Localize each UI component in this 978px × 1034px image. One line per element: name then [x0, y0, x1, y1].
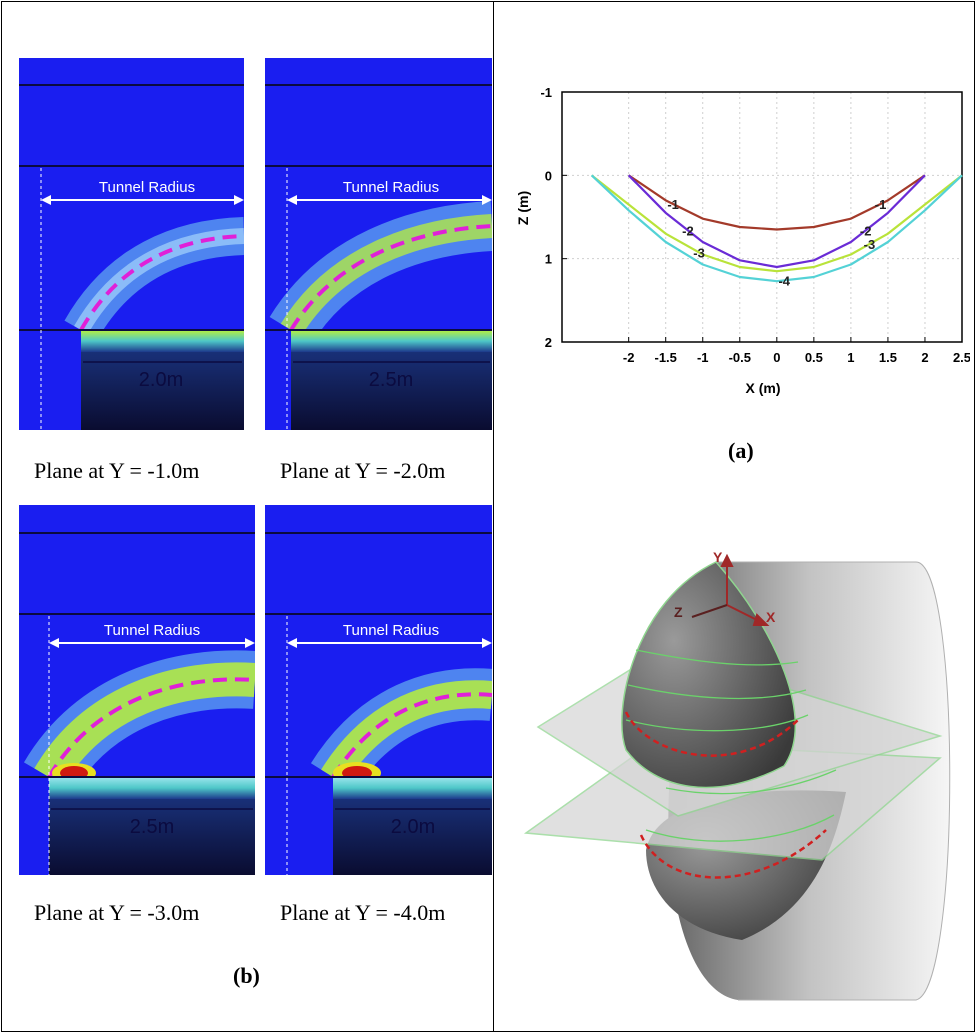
sim-panel-2: Tunnel Radius 2.5m [265, 58, 492, 430]
span-label-1: 2.0m [139, 369, 183, 391]
span-label-4: 2.0m [391, 816, 435, 838]
x-tick-label: 1 [847, 350, 854, 365]
chart-series [590, 174, 963, 283]
radius-label-4: Tunnel Radius [343, 622, 439, 639]
y-tick-label: 0 [545, 168, 552, 183]
sim-panel-3: Tunnel Radius 2.5m [19, 505, 255, 875]
series-line-4 [590, 174, 963, 283]
x-tick-label: -1 [697, 350, 709, 365]
x-tick-label: 1.5 [879, 350, 897, 365]
axis-triad [691, 553, 770, 626]
x-tick-label: 0 [773, 350, 780, 365]
y-tick-label: 1 [545, 252, 552, 267]
caption-plane-1: Plane at Y = -1.0m [34, 458, 200, 483]
column-divider [493, 1, 494, 1032]
radius-label-2: Tunnel Radius [343, 179, 439, 196]
chart-annotations: -1 -1-2 -2-3-3-4 [667, 197, 886, 288]
contour-lines [625, 649, 837, 842]
span-label-3: 2.5m [130, 816, 174, 838]
x-axis-label: X (m) [746, 380, 781, 396]
series-line-2 [627, 174, 926, 269]
dashed-boundary-lower [639, 829, 827, 879]
sim-panel-4-graphic: Tunnel Radius 2.0m [265, 505, 492, 875]
x-tick-label: 0.5 [805, 350, 823, 365]
x-tick-label: -1.5 [655, 350, 677, 365]
series-line-1 [628, 174, 926, 231]
x-tick-label: 2 [921, 350, 928, 365]
dashed-boundary-upper [624, 711, 799, 757]
chart-ticks: -2 -1.5 -1 -0.5 0 0.5 1 1.5 2 2.5 -1 0 1 2 [540, 85, 970, 365]
sim-panel-4: Tunnel Radius 2.0m [265, 505, 492, 875]
sim-panel-1-graphic: Tunnel Radius 2.0m [19, 58, 244, 430]
contour-label: -4 [778, 273, 790, 288]
x-tick-label: -0.5 [729, 350, 751, 365]
axis-y-label: Y [713, 549, 723, 565]
radius-label-3: Tunnel Radius [104, 622, 200, 639]
sublabel-a: (a) [728, 438, 754, 463]
tunnel-3d-sketch: Y X Z [523, 549, 951, 1001]
chart-plot-frame [561, 91, 963, 343]
chart-grid [562, 92, 963, 342]
span-label-2: 2.5m [369, 369, 413, 391]
sim-panel-3-graphic: Tunnel Radius 2.5m [19, 505, 255, 875]
x-tick-label: 2.5 [953, 350, 970, 365]
radius-label-1: Tunnel Radius [99, 179, 195, 196]
y-tick-label: -1 [540, 85, 552, 100]
y-axis-label: Z (m) [515, 191, 531, 225]
contour-label: -1 [667, 197, 679, 212]
contour-label: -2 [860, 223, 872, 238]
axis-z-label: Z [674, 604, 683, 620]
x-tick-label: -2 [623, 350, 635, 365]
contour-label: -3 [693, 245, 705, 260]
caption-plane-3: Plane at Y = -3.0m [34, 900, 200, 925]
sim-panel-1: Tunnel Radius 2.0m [19, 58, 244, 430]
sublabel-b: (b) [233, 963, 260, 988]
contour-label: -3 [864, 237, 876, 252]
contour-label: -1 [875, 197, 887, 212]
y-tick-label: 2 [545, 335, 552, 350]
caption-plane-4: Plane at Y = -4.0m [280, 900, 446, 925]
contour-label: -2 [682, 223, 694, 238]
series-line-3 [590, 174, 963, 273]
sim-panel-2-graphic: Tunnel Radius 2.5m [265, 58, 492, 430]
axis-x-label: X [766, 609, 776, 625]
caption-plane-2: Plane at Y = -2.0m [280, 458, 446, 483]
